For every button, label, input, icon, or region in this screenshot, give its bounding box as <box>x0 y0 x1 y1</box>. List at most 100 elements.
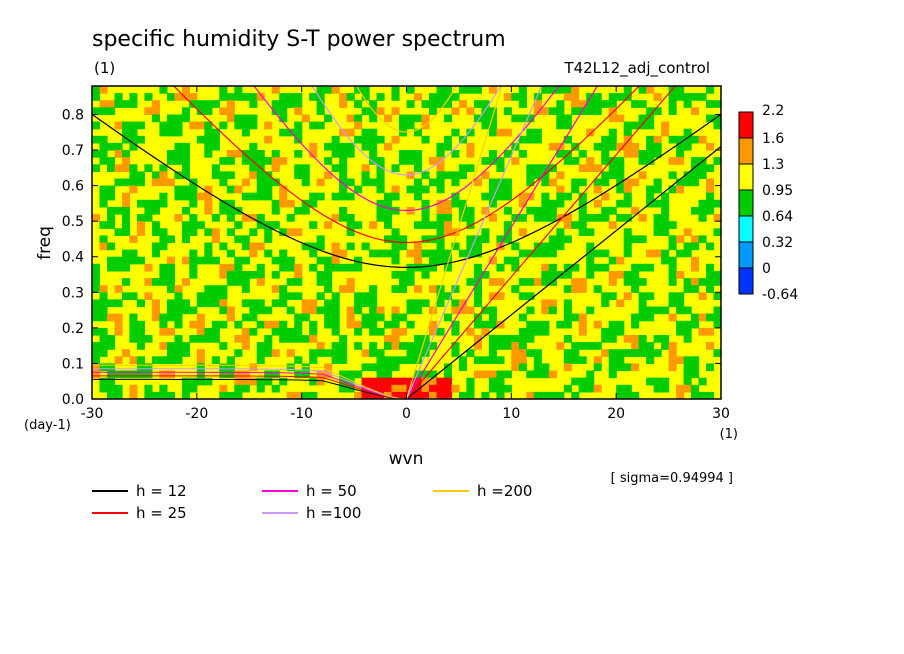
spectrum-cell <box>234 391 243 399</box>
spectrum-cell <box>638 299 647 308</box>
spectrum-cell <box>466 142 475 151</box>
rossby-curve-h200 <box>92 364 407 399</box>
spectrum-cell <box>556 171 565 180</box>
spectrum-cell <box>706 164 715 172</box>
spectrum-cell <box>616 391 625 399</box>
spectrum-cell <box>279 335 288 343</box>
spectrum-cell <box>256 93 265 101</box>
spectrum-cell <box>668 93 677 101</box>
spectrum-cell <box>399 313 408 322</box>
spectrum-cell <box>331 192 340 201</box>
spectrum-cell <box>623 86 632 94</box>
spectrum-cell <box>646 313 655 322</box>
spectrum-cell <box>339 157 348 165</box>
spectrum-cell <box>279 192 288 201</box>
x-tick-label: -30 <box>81 406 104 422</box>
spectrum-cell <box>241 192 250 201</box>
spectrum-cell <box>481 391 490 399</box>
spectrum-cell <box>256 157 265 165</box>
spectrum-cell <box>646 185 655 194</box>
spectrum-cell <box>518 100 527 108</box>
spectrum-cell <box>92 150 101 158</box>
spectrum-cell <box>129 256 138 265</box>
spectrum-cell <box>631 121 640 130</box>
spectrum-cell <box>451 192 460 201</box>
spectrum-cell <box>114 256 123 265</box>
spectrum-cell <box>369 342 378 350</box>
spectrum-cell <box>518 363 527 372</box>
spectrum-cell <box>631 391 640 399</box>
spectrum-cell <box>376 93 385 101</box>
spectrum-cell <box>713 114 721 123</box>
spectrum-cell <box>623 150 632 158</box>
spectrum-cell <box>414 256 423 265</box>
spectrum-cell <box>601 206 610 215</box>
spectrum-cell <box>234 150 243 158</box>
spectrum-cell <box>226 107 235 115</box>
spectrum-cell <box>174 356 183 364</box>
spectrum-cell <box>369 249 378 258</box>
spectrum-cell <box>256 306 265 315</box>
spectrum-cell <box>616 384 625 393</box>
spectrum-cell <box>166 157 175 165</box>
spectrum-cell <box>414 306 423 315</box>
spectrum-cell <box>346 320 355 329</box>
spectrum-cell <box>548 214 557 222</box>
spectrum-cell <box>503 235 512 244</box>
spectrum-cell <box>122 278 131 286</box>
spectrum-cell <box>653 377 662 386</box>
spectrum-cell <box>638 114 647 123</box>
spectrum-cell <box>181 86 190 94</box>
spectrum-cell <box>331 327 340 336</box>
spectrum-cell <box>421 100 430 108</box>
spectrum-cell <box>384 199 393 208</box>
spectrum-cell <box>219 271 228 279</box>
spectrum-cell <box>391 206 400 215</box>
spectrum-cell <box>481 235 490 244</box>
spectrum-cell <box>488 178 497 187</box>
spectrum-cell <box>451 327 460 336</box>
x-tick-label: 20 <box>607 406 625 422</box>
spectrum-cell <box>369 327 378 336</box>
spectrum-cell <box>623 185 632 194</box>
spectrum-cell <box>503 221 512 229</box>
spectrum-cell <box>122 206 131 215</box>
spectrum-cell <box>309 242 318 251</box>
spectrum-cell <box>421 349 430 357</box>
spectrum-cell <box>391 313 400 322</box>
spectrum-cell <box>271 320 280 329</box>
spectrum-cell <box>458 391 467 399</box>
spectrum-cell <box>683 178 692 187</box>
spectrum-cell <box>204 256 213 265</box>
spectrum-cell <box>563 320 572 329</box>
spectrum-cell <box>189 384 198 393</box>
spectrum-cell <box>346 377 355 386</box>
spectrum-cell <box>571 285 580 293</box>
spectrum-cell <box>608 206 617 215</box>
spectrum-cell <box>691 206 700 215</box>
spectrum-cell <box>241 384 250 393</box>
spectrum-cell <box>593 320 602 329</box>
spectrum-cell <box>241 299 250 308</box>
spectrum-cell <box>518 313 527 322</box>
spectrum-cell <box>181 164 190 172</box>
spectrum-cell <box>503 206 512 215</box>
spectrum-cell <box>414 128 423 137</box>
spectrum-cell <box>421 221 430 229</box>
spectrum-cell <box>503 107 512 115</box>
spectrum-cell <box>309 249 318 258</box>
spectrum-cell <box>369 157 378 165</box>
spectrum-cell <box>189 228 198 236</box>
spectrum-cell <box>226 185 235 194</box>
spectrum-cell <box>601 142 610 151</box>
spectrum-cell <box>384 356 393 364</box>
spectrum-cell <box>181 278 190 286</box>
sigma-label: [ sigma=0.94994 ] <box>611 471 733 486</box>
spectrum-cell <box>518 327 527 336</box>
spectrum-cell <box>511 335 520 343</box>
spectrum-cell <box>122 214 131 222</box>
spectrum-cell <box>99 299 108 308</box>
spectrum-cell <box>196 135 205 144</box>
spectrum-cell <box>309 349 318 357</box>
spectrum-cell <box>196 221 205 229</box>
